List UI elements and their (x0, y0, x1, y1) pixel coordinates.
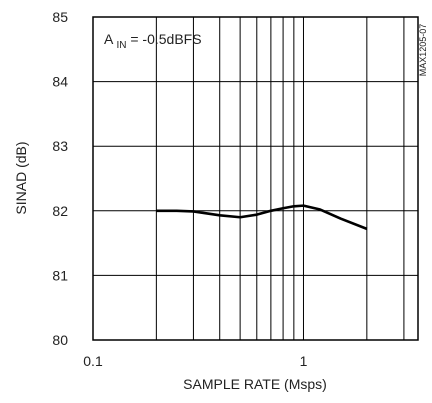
annotation-amplitude: A IN = -0.5dBFS (104, 31, 202, 51)
annotation-rest: = -0.5dBFS (130, 31, 201, 47)
annotation-main: A (104, 31, 114, 47)
tick-labels: 80 81 82 83 84 85 0.1 1 (52, 9, 307, 369)
grid (93, 17, 418, 340)
y-tick-label-0: 80 (52, 332, 68, 348)
plot-frame (92, 16, 419, 341)
y-tick-label-3: 83 (52, 138, 68, 154)
x-tick-label-1: 1 (300, 353, 308, 369)
series-layer (156, 204, 368, 231)
y-tick-label-5: 85 (52, 9, 68, 25)
figure-id: MAX1205-07 (418, 24, 428, 77)
y-axis-label: SINAD (dB) (13, 141, 29, 214)
y-tick-label-2: 82 (52, 203, 68, 219)
annotation-subscript: IN (116, 40, 126, 51)
series-line-0 (156, 204, 368, 231)
y-tick-label-1: 81 (52, 267, 68, 283)
x-tick-label-0: 0.1 (83, 353, 103, 369)
x-axis-label: SAMPLE RATE (Msps) (183, 376, 327, 392)
y-tick-label-4: 84 (52, 74, 68, 90)
